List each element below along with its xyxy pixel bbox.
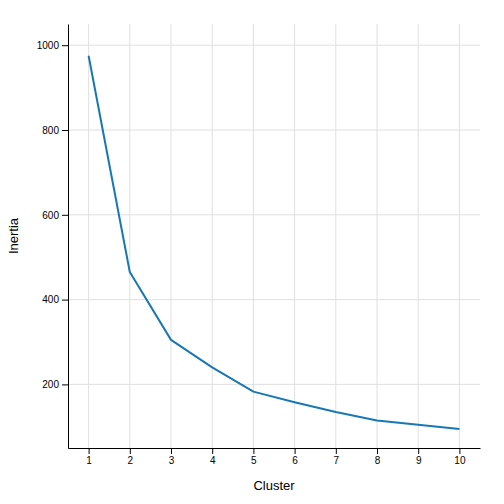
x-tick: 7 <box>334 448 340 466</box>
y-grid-line <box>68 45 480 46</box>
x-tick: 5 <box>251 448 257 466</box>
x-tick-mark <box>89 448 90 454</box>
x-tick-mark <box>130 448 131 454</box>
x-tick: 4 <box>210 448 216 466</box>
y-axis: 200 400 600 800 1000 <box>37 25 69 449</box>
marks <box>89 56 460 429</box>
x-tick: 3 <box>169 448 175 466</box>
x-tick-label: 6 <box>292 455 298 466</box>
x-tick: 8 <box>375 448 381 466</box>
y-grid-line <box>68 130 480 131</box>
y-tick-label: 200 <box>42 379 59 390</box>
x-tick-label: 3 <box>169 455 175 466</box>
y-axis-title: Inertia <box>6 217 21 254</box>
x-axis-title: Cluster <box>253 478 295 493</box>
y-tick: 1000 <box>37 40 68 51</box>
grid <box>68 24 480 448</box>
x-tick: 6 <box>292 448 298 466</box>
x-tick-mark <box>418 448 419 454</box>
x-tick-mark <box>212 448 213 454</box>
x-tick: 10 <box>454 448 466 466</box>
y-grid-line <box>68 214 480 215</box>
x-tick-label: 4 <box>210 455 216 466</box>
x-tick: 9 <box>416 448 422 466</box>
y-tick-mark <box>62 384 68 385</box>
y-tick-label: 800 <box>42 125 59 136</box>
y-tick: 800 <box>42 125 68 136</box>
x-tick: 1 <box>86 448 92 466</box>
x-tick-label: 9 <box>416 455 422 466</box>
chart: 1 2 3 4 5 6 7 8 9 10 200 400 600 800 1000 Cluster Inerti… <box>0 0 504 504</box>
x-tick-mark <box>295 448 296 454</box>
y-tick: 200 <box>42 379 68 390</box>
x-tick: 2 <box>128 448 134 466</box>
x-tick-mark <box>171 448 172 454</box>
x-tick-label: 8 <box>375 455 381 466</box>
plot-area: 1 2 3 4 5 6 7 8 9 10 200 400 600 800 1000 Cluster Inerti… <box>6 24 481 493</box>
y-axis-line <box>68 25 69 449</box>
x-tick-label: 5 <box>251 455 257 466</box>
x-tick-mark <box>253 448 254 454</box>
y-tick-mark <box>62 300 68 301</box>
x-tick-mark <box>459 448 460 454</box>
y-tick-label: 1000 <box>37 40 60 51</box>
x-tick-label: 10 <box>454 455 466 466</box>
x-tick-label: 1 <box>86 455 92 466</box>
x-tick-mark <box>377 448 378 454</box>
y-tick-label: 400 <box>42 294 59 305</box>
y-tick-mark <box>62 215 68 216</box>
x-tick-label: 7 <box>334 455 340 466</box>
y-tick-mark <box>62 130 68 131</box>
y-tick-label: 600 <box>42 210 59 221</box>
y-grid-line <box>68 384 480 385</box>
x-axis: 1 2 3 4 5 6 7 8 9 10 <box>69 448 481 466</box>
y-grid-line <box>68 299 480 300</box>
y-tick-mark <box>62 45 68 46</box>
y-tick: 400 <box>42 294 68 305</box>
line <box>89 56 460 429</box>
y-tick: 600 <box>42 210 68 221</box>
x-tick-label: 2 <box>128 455 134 466</box>
x-tick-mark <box>336 448 337 454</box>
